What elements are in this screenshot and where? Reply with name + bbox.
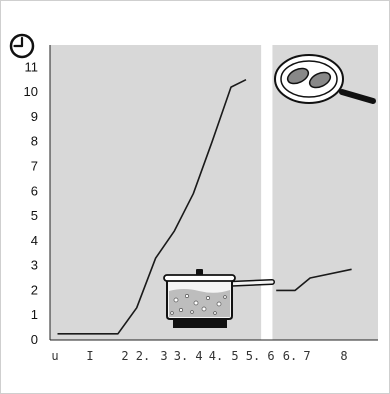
y-tick-label: 6 — [31, 183, 38, 198]
x-tick-label: 5. — [246, 349, 260, 363]
y-tick-label: 11 — [25, 59, 39, 74]
x-tick-label: 4. — [209, 349, 223, 363]
cooking-pot-icon — [163, 269, 275, 328]
x-tick-label: 2. — [136, 349, 150, 363]
x-tick-label: 4 — [195, 349, 202, 363]
axes — [49, 45, 378, 341]
y-tick-label: 8 — [31, 134, 38, 149]
y-tick-label: 4 — [31, 233, 38, 248]
x-tick-labels: u I 2 2. 3 3. 4 4. 5 5. 6 6. 7 8 — [51, 349, 347, 363]
frying-pan-icon — [274, 54, 376, 104]
y-tick-label: 5 — [31, 208, 38, 223]
x-tick-label: 6 — [267, 349, 274, 363]
y-tick-label: 2 — [31, 282, 38, 297]
series-line-1 — [57, 78, 247, 335]
x-tick-label: 3. — [174, 349, 188, 363]
y-tick-label: 7 — [31, 158, 38, 173]
x-tick-label: 7 — [303, 349, 310, 363]
x-tick-label: I — [86, 349, 93, 363]
y-tick-label: 9 — [31, 109, 38, 124]
x-tick-label: 6. — [283, 349, 297, 363]
y-tick-labels: 0 1 2 3 4 5 6 7 8 9 10 11 — [24, 59, 38, 347]
x-tick-label: 3 — [160, 349, 167, 363]
y-tick-label: 3 — [31, 258, 38, 273]
clock-icon — [9, 33, 35, 59]
x-tick-label: 8 — [340, 349, 347, 363]
series-layer — [57, 78, 352, 335]
y-tick-label: 0 — [31, 332, 38, 347]
series-line-2 — [276, 268, 352, 292]
y-tick-label: 10 — [24, 84, 38, 99]
x-tick-label: u — [51, 349, 58, 363]
x-tick-label: 5 — [231, 349, 238, 363]
y-tick-label: 1 — [31, 307, 38, 322]
x-tick-label: 2 — [121, 349, 128, 363]
